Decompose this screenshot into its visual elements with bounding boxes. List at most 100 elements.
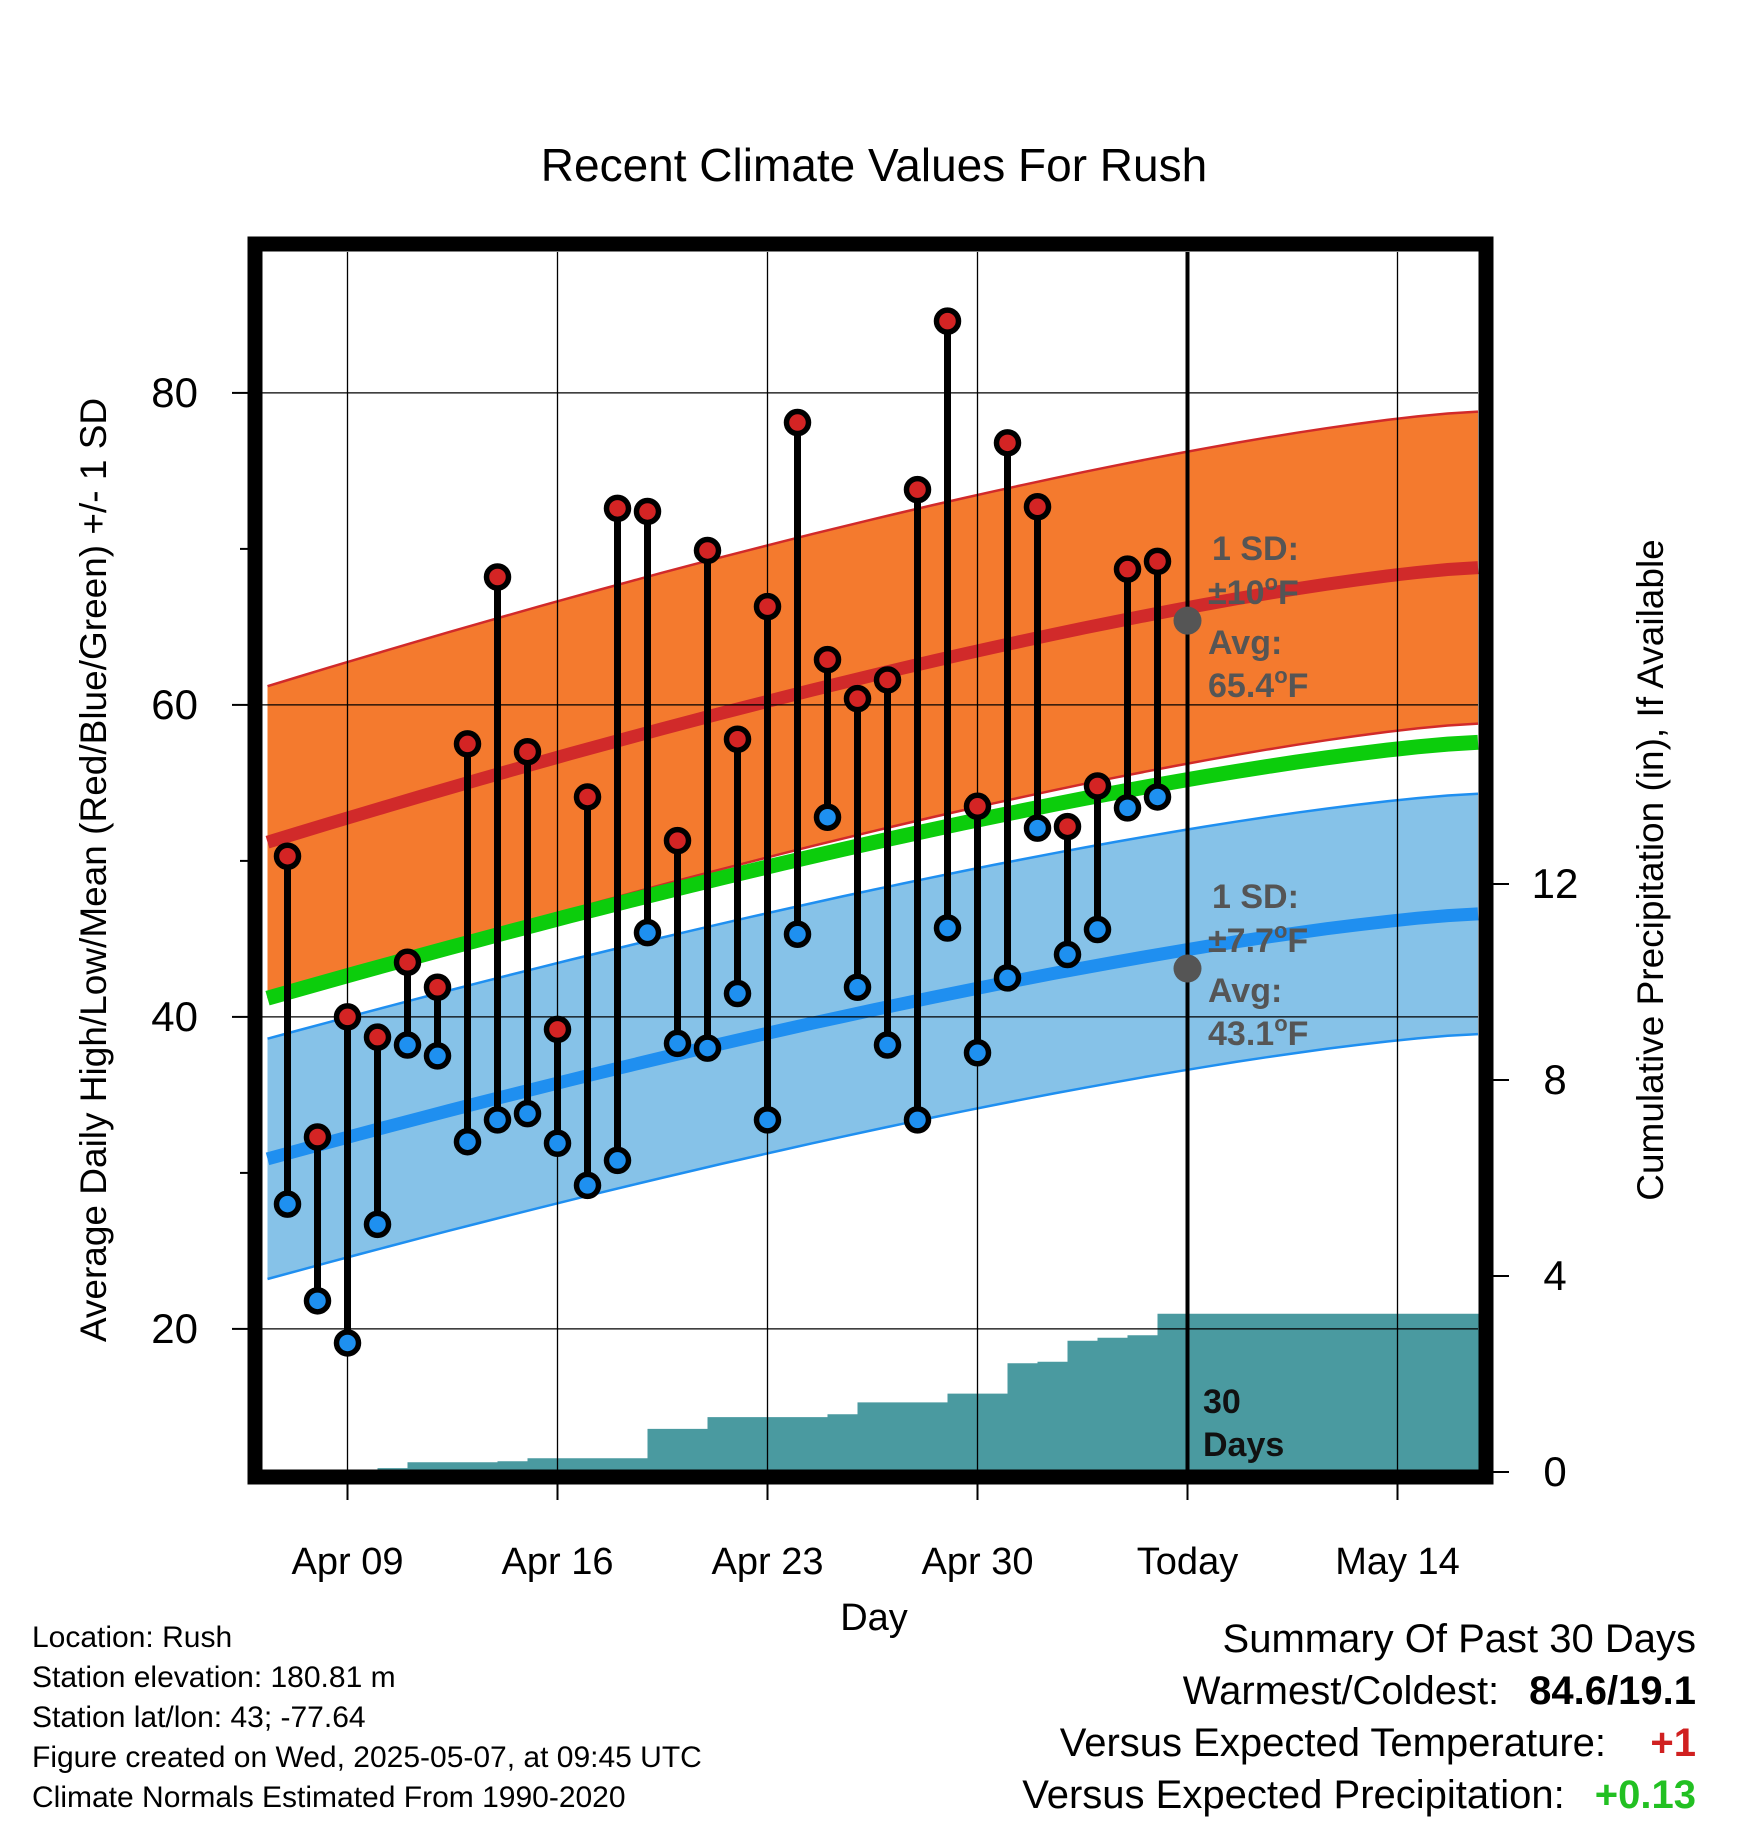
temp-anomaly-value: +1: [1650, 1721, 1696, 1765]
summary-panel: Summary Of Past 30 Days Warmest/Coldest:…: [796, 1617, 1696, 1825]
summary-title: Summary Of Past 30 Days: [1222, 1617, 1696, 1661]
high-avg-label: Avg:: [1208, 624, 1282, 662]
daily-low-marker: [723, 979, 752, 1008]
x-tick-label: Today: [1137, 1541, 1238, 1583]
y-tick-label: 60: [151, 681, 198, 728]
daily-high-marker: [783, 408, 812, 437]
daily-low-marker: [1113, 794, 1142, 822]
daily-high-marker: [723, 725, 752, 753]
daily-low-marker: [363, 1210, 392, 1239]
daily-low-marker: [1053, 940, 1082, 969]
location-text: Location: Rush: [32, 1621, 233, 1654]
y2-tick-label: 4: [1543, 1252, 1566, 1299]
daily-high-marker: [1053, 812, 1082, 841]
daily-high-marker: [963, 792, 992, 821]
daily-high-marker: [993, 429, 1022, 457]
x-tick-label: Apr 23: [712, 1541, 824, 1583]
daily-high-marker: [543, 1015, 572, 1044]
daily-high-marker: [393, 948, 422, 977]
daily-low-marker: [393, 1031, 422, 1059]
window-days-number: 30: [1203, 1383, 1241, 1421]
high-sd-title: 1 SD:: [1212, 530, 1299, 568]
daily-high-marker: [603, 494, 632, 523]
precip-anomaly-label: Versus Expected Precipitation:: [1022, 1773, 1565, 1817]
y-tick-label: 40: [151, 993, 198, 1040]
daily-low-marker: [633, 918, 662, 947]
daily-low-marker: [903, 1106, 932, 1134]
y-axis-label: Average Daily High/Low/Mean (Red/Blue/Gr…: [73, 398, 114, 1342]
daily-high-marker: [753, 592, 782, 621]
y-tick-label: 80: [151, 369, 198, 416]
y2-axis-label: Cumulative Precipitation (in), If Availa…: [1630, 539, 1671, 1201]
y-tick-label: 20: [151, 1305, 198, 1352]
daily-high-marker: [933, 307, 962, 335]
daily-low-marker: [843, 973, 872, 1002]
low-sd-value: ±7.7oF: [1208, 918, 1308, 960]
daily-low-marker: [513, 1099, 542, 1128]
daily-high-marker: [663, 826, 692, 855]
warmest-coldest-label: Warmest/Coldest:: [1182, 1669, 1500, 1713]
window-days-label: Days: [1203, 1426, 1284, 1464]
daily-low-marker: [1023, 814, 1052, 842]
precip-anomaly-value: +0.13: [1594, 1773, 1696, 1817]
normals-text: Climate Normals Estimated From 1990-2020: [32, 1781, 626, 1814]
daily-low-marker: [423, 1042, 452, 1070]
daily-low-marker: [933, 914, 962, 942]
daily-high-marker: [573, 783, 602, 811]
daily-high-marker: [423, 973, 452, 1002]
daily-high-marker: [513, 737, 542, 766]
daily-high-marker: [1083, 772, 1112, 800]
daily-low-marker: [963, 1039, 992, 1067]
x-axis-label: Day: [840, 1597, 908, 1639]
created-text: Figure created on Wed, 2025-05-07, at 09…: [32, 1741, 702, 1774]
daily-low-marker: [693, 1034, 722, 1062]
temp-anomaly-label: Versus Expected Temperature:: [1059, 1721, 1606, 1765]
daily-low-marker: [783, 920, 812, 948]
chart-title: Recent Climate Values For Rush: [541, 139, 1207, 191]
daily-high-marker: [1023, 493, 1052, 521]
daily-high-marker: [333, 1003, 362, 1031]
warmest-coldest-value: 84.6/19.1: [1529, 1669, 1696, 1713]
daily-low-marker: [483, 1106, 512, 1134]
low-sd-band-lower-edge: [267, 1032, 1479, 1281]
daily-low-marker: [873, 1031, 902, 1059]
y2-tick-label: 0: [1543, 1448, 1566, 1495]
x-tick-label: Apr 30: [922, 1541, 1034, 1583]
daily-low-marker: [543, 1129, 572, 1158]
low-avg-dot: [1173, 954, 1202, 983]
daily-high-marker: [273, 842, 302, 870]
precip-area: [377, 1313, 1480, 1470]
high-avg-value: 65.4oF: [1208, 663, 1308, 705]
x-tick-label: Apr 09: [292, 1541, 404, 1583]
high-sd-value: ±10oF: [1208, 570, 1299, 612]
daily-high-marker: [303, 1123, 332, 1151]
daily-low-marker: [1143, 783, 1172, 811]
plot-frame: [247, 236, 1494, 1485]
daily-high-marker: [1143, 547, 1172, 576]
daily-high-marker: [363, 1023, 392, 1051]
daily-low-marker: [273, 1190, 302, 1218]
low-sd-title: 1 SD:: [1212, 878, 1299, 916]
y2-tick-label: 12: [1532, 860, 1579, 907]
station-info: Location: Rush Station elevation: 180.81…: [32, 1618, 702, 1818]
x-tick-label: Apr 16: [502, 1541, 614, 1583]
daily-high-marker: [693, 536, 722, 565]
daily-high-marker: [903, 475, 932, 504]
daily-high-marker: [873, 666, 902, 694]
x-tick-label: May 14: [1335, 1541, 1460, 1583]
daily-high-marker: [633, 497, 662, 526]
daily-low-marker: [663, 1029, 692, 1058]
elevation-text: Station elevation: 180.81 m: [32, 1661, 396, 1694]
daily-low-marker: [573, 1171, 602, 1200]
daily-low-marker: [303, 1287, 332, 1315]
low-sd-band: [267, 793, 1478, 1279]
daily-low-marker: [453, 1127, 482, 1156]
latlon-text: Station lat/lon: 43; -77.64: [32, 1701, 366, 1734]
low-avg-label: Avg:: [1208, 972, 1282, 1010]
daily-high-marker: [843, 684, 872, 713]
daily-low-marker: [813, 803, 842, 831]
daily-high-marker: [483, 563, 512, 591]
high-avg-dot: [1173, 606, 1202, 635]
daily-high-marker: [453, 730, 482, 758]
